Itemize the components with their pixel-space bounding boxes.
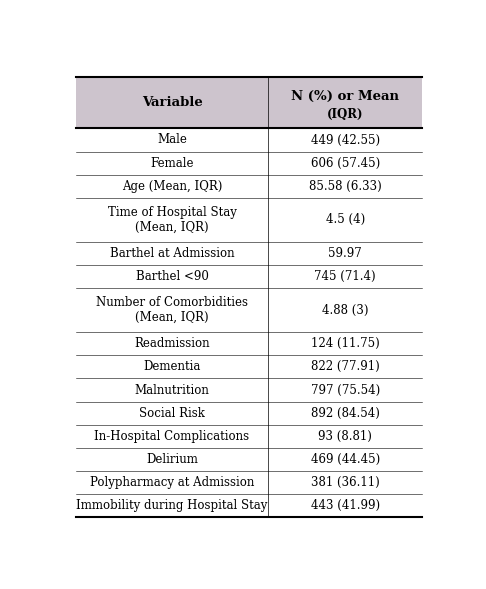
Text: 93 (8.81): 93 (8.81) [318,430,372,443]
Bar [76,128,422,151]
Text: Barthel at Admission: Barthel at Admission [110,247,234,260]
Text: 892 (84.54): 892 (84.54) [311,407,380,420]
Text: Time of Hospital Stay
(Mean, IQR): Time of Hospital Stay (Mean, IQR) [107,206,236,234]
Bar [76,265,422,288]
Text: 745 (71.4): 745 (71.4) [314,270,376,283]
Text: Polypharmacy at Admission: Polypharmacy at Admission [90,476,254,489]
Bar [76,448,422,471]
Text: 4.88 (3): 4.88 (3) [322,304,368,317]
Text: Readmission: Readmission [134,337,210,350]
Bar [76,379,422,402]
Text: Malnutrition: Malnutrition [135,383,209,396]
Bar [76,198,422,242]
Text: 124 (11.75): 124 (11.75) [311,337,380,350]
Text: 381 (36.11): 381 (36.11) [311,476,380,489]
Text: 59.97: 59.97 [329,247,362,260]
Text: (IQR): (IQR) [327,108,364,121]
Text: 469 (44.45): 469 (44.45) [311,453,380,466]
Text: Barthel <90: Barthel <90 [136,270,208,283]
Text: 449 (42.55): 449 (42.55) [311,134,380,147]
Bar [76,471,422,494]
Text: Delirium: Delirium [146,453,198,466]
Bar [76,78,422,128]
Text: 85.58 (6.33): 85.58 (6.33) [309,180,382,193]
Text: 822 (77.91): 822 (77.91) [311,360,380,373]
Text: 443 (41.99): 443 (41.99) [311,499,380,512]
Bar [76,332,422,355]
Text: Age (Mean, IQR): Age (Mean, IQR) [122,180,222,193]
Text: Female: Female [150,157,194,170]
Text: 4.5 (4): 4.5 (4) [326,213,365,226]
Text: 606 (57.45): 606 (57.45) [311,157,380,170]
Text: Immobility during Hospital Stay: Immobility during Hospital Stay [76,499,268,512]
Text: Variable: Variable [141,97,202,110]
Text: N (%) or Mean: N (%) or Mean [291,90,399,103]
Text: 797 (75.54): 797 (75.54) [311,383,380,396]
Bar [76,494,422,517]
Bar [76,175,422,198]
Text: Dementia: Dementia [143,360,201,373]
Bar [76,288,422,332]
Bar [76,355,422,379]
Text: Number of Comorbidities
(Mean, IQR): Number of Comorbidities (Mean, IQR) [96,296,248,324]
Text: Social Risk: Social Risk [139,407,205,420]
Text: Male: Male [157,134,187,147]
Text: In-Hospital Complications: In-Hospital Complications [94,430,249,443]
Bar [76,402,422,425]
Bar [76,151,422,175]
Bar [76,242,422,265]
Bar [76,425,422,448]
